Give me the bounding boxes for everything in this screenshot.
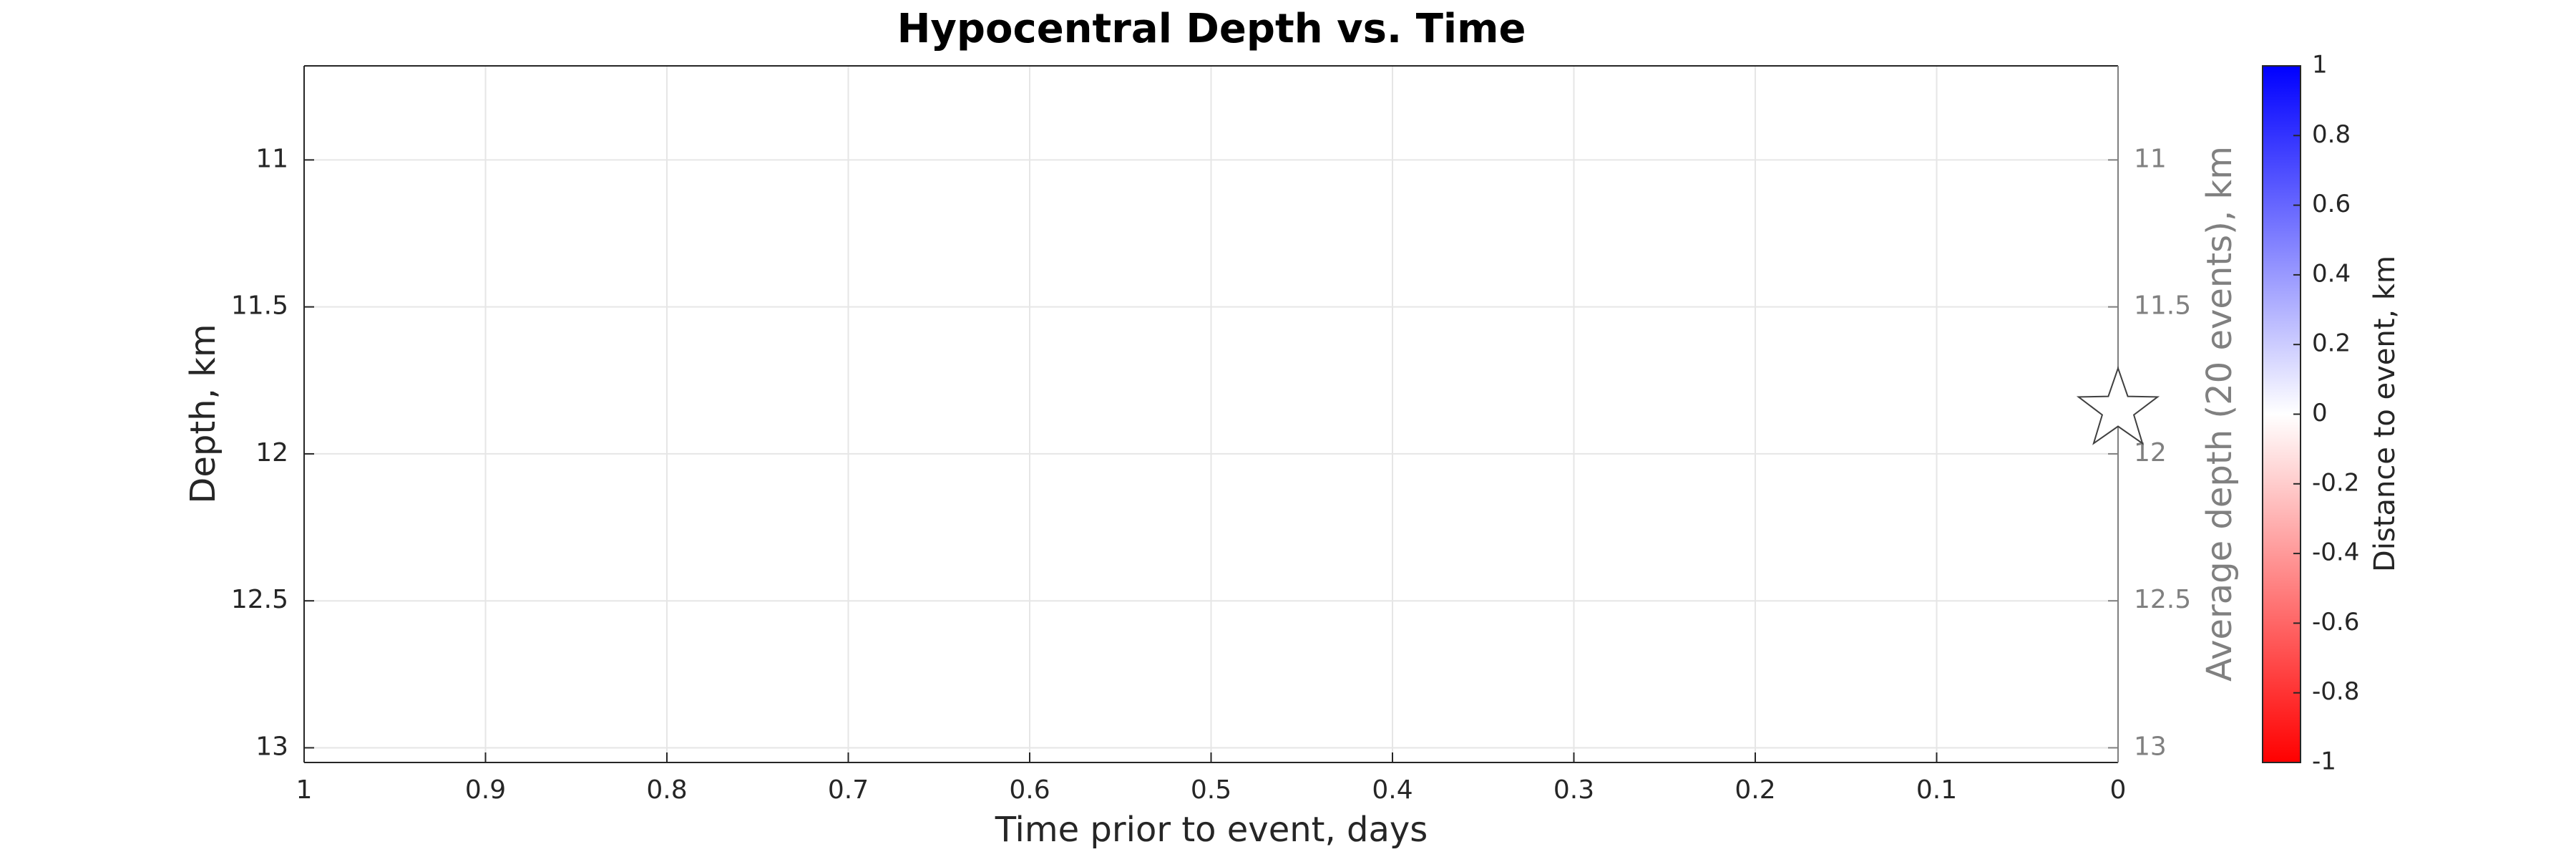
colorbar-label: Distance to event, km — [2368, 256, 2401, 572]
x-tick-label: 0 — [2110, 775, 2127, 805]
x-tick-label: 0.5 — [1191, 775, 1231, 805]
colorbar-tick-label: -1 — [2312, 747, 2336, 776]
colorbar-tick-label: -0.4 — [2312, 538, 2359, 567]
y-axis-label: Depth, km — [183, 324, 223, 503]
x-tick-label: 0.8 — [646, 775, 687, 805]
y-tick-label: 12 — [255, 438, 288, 468]
colorbar-tick-label: 0.4 — [2312, 259, 2351, 288]
x-tick-label: 0.4 — [1372, 775, 1413, 805]
colorbar-tick-label: 0.2 — [2312, 329, 2351, 358]
colorbar-tick-label: 0.8 — [2312, 120, 2351, 149]
colorbar-tick-label: -0.6 — [2312, 608, 2359, 636]
y-tick-label: 11.5 — [231, 291, 288, 321]
y2-tick-label: 11.5 — [2134, 291, 2191, 321]
x-tick-label: 0.3 — [1553, 775, 1594, 805]
x-axis-label: Time prior to event, days — [995, 810, 1428, 850]
x-tick-label: 0.9 — [465, 775, 506, 805]
colorbar-tick-label: -0.2 — [2312, 468, 2359, 497]
x-tick-label: 0.7 — [828, 775, 869, 805]
colorbar-tick-label: 1 — [2312, 51, 2328, 79]
colorbar-tick-label: 0.6 — [2312, 190, 2351, 218]
chart-title: Hypocentral Depth vs. Time — [897, 6, 1526, 52]
x-tick-label: 1 — [296, 775, 313, 805]
colorbar-tick-label: 0 — [2312, 399, 2328, 427]
colorbar-tick-label: -0.8 — [2312, 677, 2359, 706]
y2-tick-label: 12.5 — [2134, 585, 2191, 614]
x-tick-label: 0.6 — [1009, 775, 1050, 805]
y-tick-label: 13 — [255, 732, 288, 761]
y-tick-label: 11 — [255, 144, 288, 173]
y-tick-label: 12.5 — [231, 585, 288, 614]
star-marker — [2076, 366, 2160, 445]
y2-axis-label: Average depth (20 events), km — [2200, 146, 2240, 682]
y2-tick-label: 13 — [2134, 732, 2167, 761]
y2-tick-label: 12 — [2134, 438, 2167, 468]
x-tick-label: 0.1 — [1916, 775, 1957, 805]
y2-tick-label: 11 — [2134, 144, 2167, 173]
x-tick-label: 0.2 — [1735, 775, 1775, 805]
